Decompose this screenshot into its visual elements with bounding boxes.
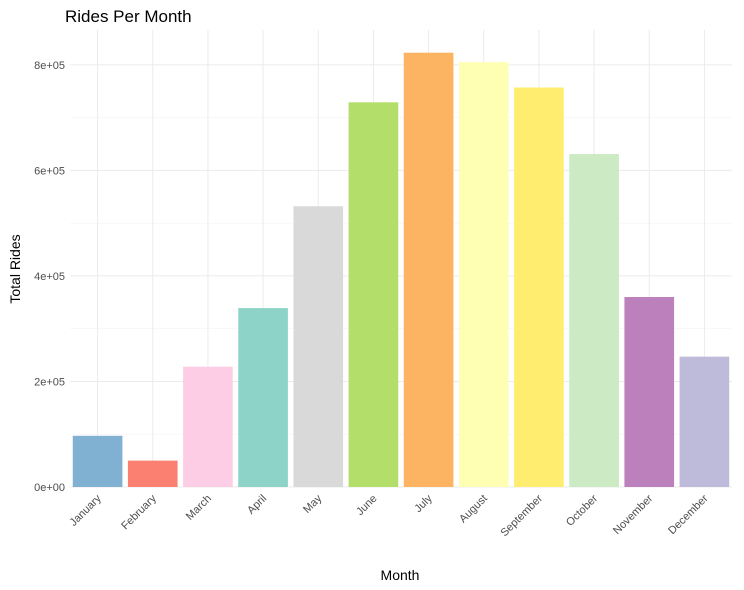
y-axis-title: Total Rides <box>7 234 23 303</box>
bar-august <box>458 62 509 488</box>
bar-december <box>679 356 730 487</box>
bars <box>72 52 730 488</box>
chart-title: Rides Per Month <box>65 7 192 26</box>
bar-january <box>72 435 123 487</box>
y-tick-label: 2e+05 <box>34 376 65 388</box>
x-tick-label: June <box>354 493 379 518</box>
x-tick-label: April <box>245 493 269 517</box>
bar-october <box>569 154 619 487</box>
bar-september <box>514 87 564 487</box>
x-tick-label: August <box>457 493 490 526</box>
x-tick-label: December <box>666 492 711 537</box>
x-tick-label: October <box>564 492 600 528</box>
bar-november <box>624 297 675 487</box>
x-tick-label: March <box>184 493 214 523</box>
x-axis-title: Month <box>381 567 420 583</box>
bar-april <box>238 308 288 487</box>
bar-july <box>403 52 454 488</box>
y-tick-label: 4e+05 <box>34 271 65 283</box>
y-tick-labels: 0e+00 2e+05 4e+05 6e+05 8e+05 <box>34 60 65 494</box>
x-tick-label: November <box>611 492 656 537</box>
bar-june <box>348 102 399 488</box>
x-tick-label: September <box>499 492 546 539</box>
bar-march <box>183 366 233 487</box>
x-tick-labels: January February March April May June July Augu… <box>68 492 711 539</box>
bar-february <box>127 460 178 487</box>
y-tick-label: 6e+05 <box>34 165 65 177</box>
y-tick-label: 0e+00 <box>34 482 65 494</box>
x-tick-label: May <box>301 492 325 516</box>
x-tick-label: July <box>412 492 435 515</box>
y-tick-label: 8e+05 <box>34 60 65 72</box>
x-tick-label: January <box>68 492 105 529</box>
bar-may <box>293 206 344 487</box>
x-tick-label: February <box>119 492 159 532</box>
